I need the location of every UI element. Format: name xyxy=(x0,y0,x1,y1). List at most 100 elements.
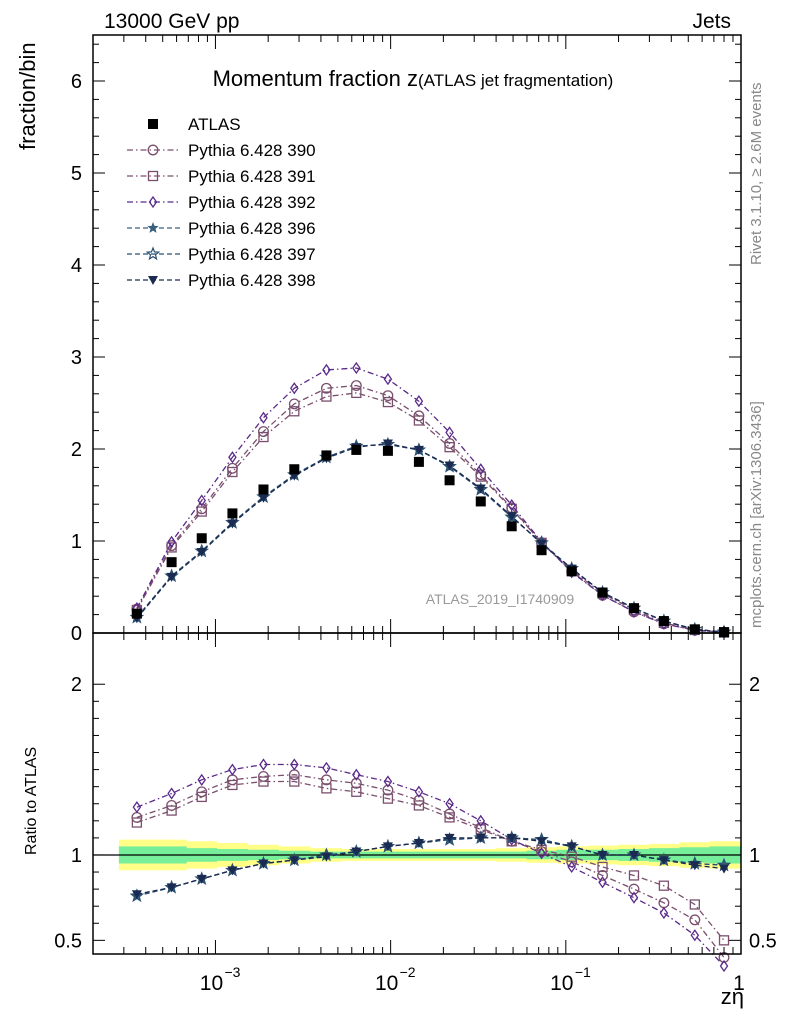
ratio-point-pythia-6-428-398 xyxy=(536,837,547,847)
point-pythia-6-428-398 xyxy=(444,461,455,471)
ratio-point-pythia-6-428-390 xyxy=(320,774,332,786)
legend-marker-atlas xyxy=(148,119,158,129)
x-axis-label: zη xyxy=(721,984,744,1009)
ratio-point-pythia-6-428-398 xyxy=(196,874,207,884)
point-pythia-6-428-391 xyxy=(227,466,238,478)
ratio-point-pythia-6-428-391 xyxy=(166,805,177,816)
point-pythia-6-428-391 xyxy=(289,406,300,417)
point-pythia-6-428-391 xyxy=(444,442,455,453)
x-tick-label: 10 xyxy=(375,972,398,995)
ratio-line-pythia-6-428-398 xyxy=(136,837,725,895)
point-pythia-6-428-392 xyxy=(445,426,454,439)
point-pythia-6-428-391 xyxy=(413,415,425,426)
ratio-point-pythia-6-428-392 xyxy=(537,847,546,860)
point-pythia-6-428-390 xyxy=(350,380,362,391)
legend: ATLAS Pythia 6.428 390 Pythia 6.428 391 Pyt… xyxy=(127,115,316,290)
ratio-point-pythia-6-428-398 xyxy=(227,866,238,876)
ratio-point-pythia-6-428-392 xyxy=(690,929,700,942)
series-line-pythia-6-428-391 xyxy=(136,392,725,634)
ratio-point-pythia-6-428-398 xyxy=(413,839,424,849)
point-pythia-6-428-391 xyxy=(166,542,177,553)
collision-label: 13000 GeV pp xyxy=(104,10,239,33)
point-pythia-6-428-391 xyxy=(475,471,486,482)
legend-label-pythia-6-428-396: Pythia 6.428 396 xyxy=(188,219,316,238)
point-pythia-6-428-391 xyxy=(382,396,394,408)
ratio-point-pythia-6-428-392 xyxy=(414,785,424,798)
y-tick-label: 2 xyxy=(71,439,82,461)
ratio-point-pythia-6-428-392 xyxy=(259,758,268,771)
point-pythia-6-428-390 xyxy=(258,426,269,437)
ratio-y-axis-label: Ratio to ATLAS xyxy=(23,747,40,855)
legend-label-pythia-6-428-398: Pythia 6.428 398 xyxy=(188,271,316,290)
legend-marker-pythia-6-428-396 xyxy=(147,222,159,233)
point-atlas xyxy=(289,464,300,475)
ratio-point-pythia-6-428-398 xyxy=(444,833,455,843)
point-atlas xyxy=(536,545,547,556)
ratio-point-pythia-6-428-398 xyxy=(628,850,639,860)
ratio-point-pythia-6-428-392 xyxy=(659,906,669,920)
point-pythia-6-428-391 xyxy=(196,506,207,517)
legend-marker-pythia-6-428-398 xyxy=(148,276,158,285)
x-tick-exponent: −2 xyxy=(400,964,416,980)
x-tick-label: 10 xyxy=(550,972,573,995)
ratio-point-pythia-6-428-390 xyxy=(628,883,640,895)
point-atlas xyxy=(689,624,700,635)
ratio-point-pythia-6-428-390 xyxy=(597,870,608,881)
x-tick-exponent: −1 xyxy=(575,964,591,980)
ratio-point-pythia-6-428-398 xyxy=(131,890,142,900)
point-pythia-6-428-398 xyxy=(506,512,517,522)
rivet-version-label: Rivet 3.1.10, ≥ 2.6M events xyxy=(748,83,765,266)
point-pythia-6-428-392 xyxy=(383,372,393,386)
x-tick-label: 1 xyxy=(733,972,745,995)
y-tick-label: 4 xyxy=(71,255,82,277)
ratio-point-pythia-6-428-391 xyxy=(413,800,425,811)
ratio-point-pythia-6-428-390 xyxy=(689,914,701,926)
point-atlas xyxy=(658,616,669,627)
legend-label-pythia-6-428-392: Pythia 6.428 392 xyxy=(188,193,316,212)
ratio-point-pythia-6-428-391 xyxy=(628,870,640,881)
plot-subtitle: (ATLAS jet fragmentation) xyxy=(418,71,613,90)
legend-label-atlas: ATLAS xyxy=(188,115,241,134)
x-tick-label: 10 xyxy=(200,972,223,995)
ratio-point-pythia-6-428-391 xyxy=(689,899,700,910)
ratio-point-pythia-6-428-392 xyxy=(719,959,729,973)
series-line-pythia-6-428-392 xyxy=(136,367,725,634)
ratio-line-pythia-6-428-392 xyxy=(136,763,725,967)
ratio-point-pythia-6-428-392 xyxy=(445,797,454,810)
legend-label-pythia-6-428-397: Pythia 6.428 397 xyxy=(188,245,316,264)
ratio-point-pythia-6-428-392 xyxy=(629,891,639,904)
ratio-y-tick-label-left: 1 xyxy=(71,845,82,867)
ratio-point-pythia-6-428-398 xyxy=(475,833,486,843)
y-tick-label: 6 xyxy=(71,71,82,93)
y-tick-label: 5 xyxy=(71,163,82,185)
y-tick-label: 1 xyxy=(71,531,82,553)
legend-label-pythia-6-428-391: Pythia 6.428 391 xyxy=(188,167,316,186)
process-label: Jets xyxy=(692,10,731,33)
ratio-point-pythia-6-428-392 xyxy=(132,801,142,814)
point-pythia-6-428-390 xyxy=(320,382,332,394)
y-tick-label: 0 xyxy=(71,623,82,645)
point-pythia-6-428-392 xyxy=(197,494,207,507)
ratio-point-pythia-6-428-392 xyxy=(197,773,207,786)
ratio-point-pythia-6-428-391 xyxy=(597,861,608,873)
ratio-point-pythia-6-428-392 xyxy=(322,761,331,775)
ratio-y-tick-label-left: 0.5 xyxy=(54,930,82,952)
point-pythia-6-428-398 xyxy=(227,519,238,529)
ratio-point-pythia-6-428-398 xyxy=(506,833,517,843)
ratio-point-pythia-6-428-392 xyxy=(352,768,361,781)
ratio-plot-frame xyxy=(92,632,742,955)
legend-marker-pythia-6-428-391 xyxy=(147,170,159,182)
ratio-point-pythia-6-428-392 xyxy=(228,763,237,776)
point-pythia-6-428-390 xyxy=(288,398,300,410)
ratio-point-pythia-6-428-391 xyxy=(444,812,455,823)
point-atlas xyxy=(131,608,142,619)
point-atlas xyxy=(227,508,238,519)
ratio-point-pythia-6-428-391 xyxy=(289,776,300,787)
point-atlas xyxy=(321,450,332,461)
legend-label-pythia-6-428-390: Pythia 6.428 390 xyxy=(188,141,316,160)
ratio-point-pythia-6-428-398 xyxy=(321,852,332,862)
point-pythia-6-428-390 xyxy=(382,390,394,402)
ratio-point-pythia-6-428-398 xyxy=(719,864,730,874)
ratio-point-pythia-6-428-391 xyxy=(227,779,238,791)
